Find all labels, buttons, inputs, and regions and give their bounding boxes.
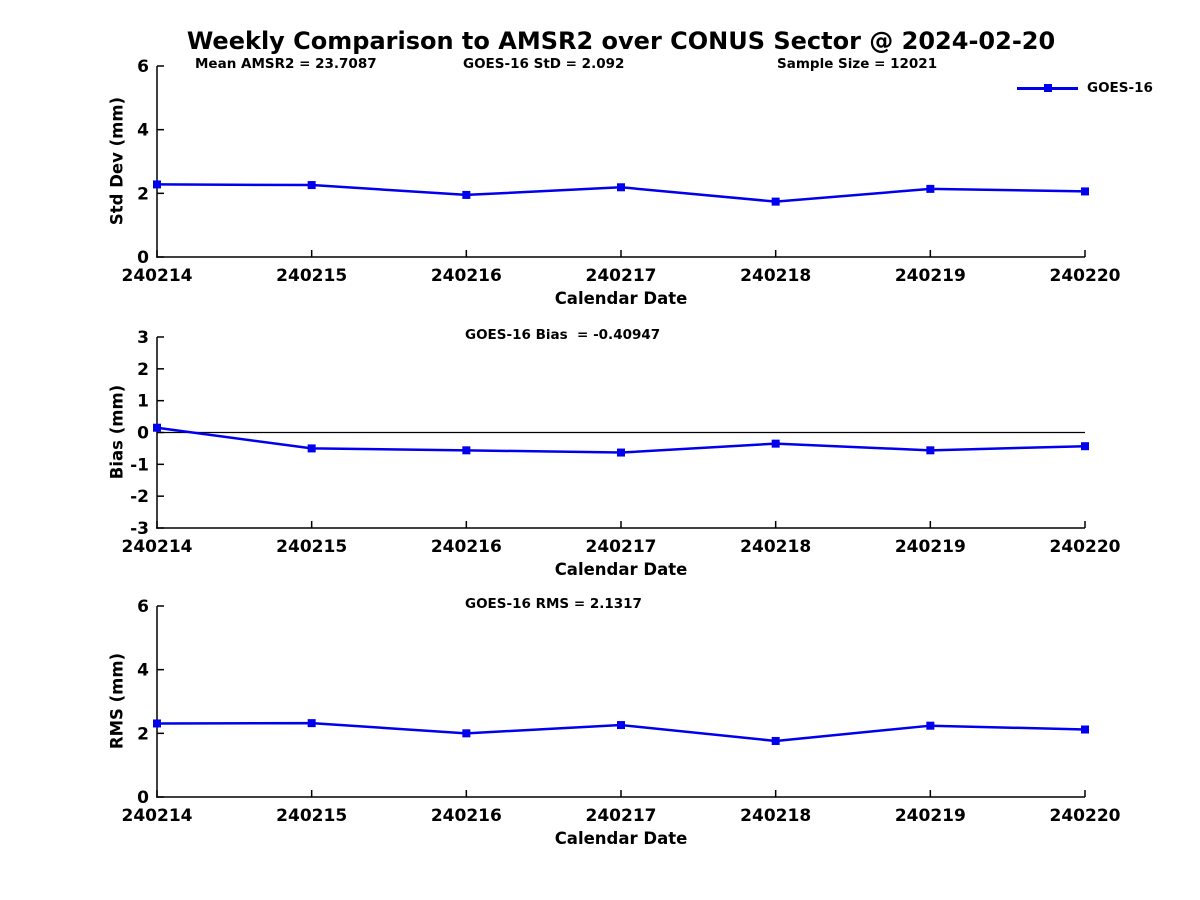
y-tick-label: 6 [137,57,149,77]
figure-title: Weekly Comparison to AMSR2 over CONUS Se… [186,27,1056,55]
data-point-marker [771,439,780,448]
x-tick-label: 240219 [895,806,966,826]
y-tick-label: 3 [137,328,149,348]
annotation-goes16-rms: GOES-16 RMS = 2.1317 [465,596,642,612]
data-point-marker [307,181,316,190]
y-tick-label: 2 [137,724,149,744]
data-point-marker [617,183,625,192]
data-point-marker [153,423,161,432]
y-tick-label: 2 [137,184,149,204]
data-point-marker [926,184,935,193]
data-point-marker [617,721,625,730]
annotation-goes16-bias: GOES-16 Bias = -0.40947 [465,327,661,343]
data-point-marker [771,736,780,745]
data-point-marker [462,190,471,199]
data-point-marker [1081,725,1089,734]
y-tick-label: -1 [130,455,149,475]
data-point-marker [307,719,316,728]
x-tick-label: 240215 [276,806,347,826]
x-tick-label: 240216 [431,537,502,557]
y-tick-label: 1 [137,392,149,412]
x-tick-label: 240215 [276,537,347,557]
x-tick-label: 240219 [895,537,966,557]
data-point-marker [462,446,471,455]
y-tick-label: -3 [130,519,149,539]
x-tick-label: 240220 [1050,806,1121,826]
data-point-marker [307,444,316,453]
x-tick-label: 240217 [586,266,657,286]
legend-square-marker-icon [1043,84,1052,92]
x-tick-label: 240214 [122,266,193,286]
annotation-mean-amsr2: Mean AMSR2 = 23.7087 [195,56,377,72]
ylabel-rms: RMS (mm) [107,652,127,750]
data-point-marker [926,446,935,455]
xlabel-calendar-date-2: Calendar Date [554,560,688,579]
x-tick-label: 240217 [586,537,657,557]
y-tick-label: -2 [130,487,149,507]
data-point-marker [153,719,161,728]
ylabel-bias: Bias (mm) [107,384,127,480]
ylabel-std-dev: Std Dev (mm) [107,96,127,226]
legend-label: GOES-16 [1087,80,1153,96]
data-point-marker [462,729,471,738]
data-point-marker [617,448,625,457]
x-tick-label: 240217 [586,806,657,826]
x-tick-label: 240215 [276,266,347,286]
data-point-marker [926,721,935,730]
x-tick-label: 240216 [431,266,502,286]
x-tick-label: 240218 [740,806,811,826]
x-tick-label: 240219 [895,266,966,286]
xlabel-calendar-date-1: Calendar Date [554,289,688,308]
x-tick-label: 240214 [122,537,193,557]
x-tick-label: 240220 [1050,266,1121,286]
data-point-marker [153,180,161,189]
data-point-marker [1081,187,1089,196]
y-tick-label: 6 [137,597,149,617]
y-tick-label: 0 [137,424,149,444]
annotation-goes16-std: GOES-16 StD = 2.092 [463,56,625,72]
y-tick-label: 4 [137,661,149,681]
x-tick-label: 240218 [740,266,811,286]
legend-line-sample [1017,84,1078,92]
x-tick-label: 240220 [1050,537,1121,557]
x-tick-label: 240216 [431,806,502,826]
annotation-sample-size: Sample Size = 12021 [777,56,938,72]
y-tick-label: 0 [137,248,149,268]
data-point-marker [771,197,780,206]
data-point-marker [1081,442,1089,451]
y-tick-label: 4 [137,121,149,141]
y-tick-label: 2 [137,360,149,380]
xlabel-calendar-date-3: Calendar Date [554,829,688,848]
x-tick-label: 240214 [122,806,193,826]
legend: GOES-16 [1017,80,1153,96]
y-tick-label: 0 [137,788,149,808]
x-tick-label: 240218 [740,537,811,557]
